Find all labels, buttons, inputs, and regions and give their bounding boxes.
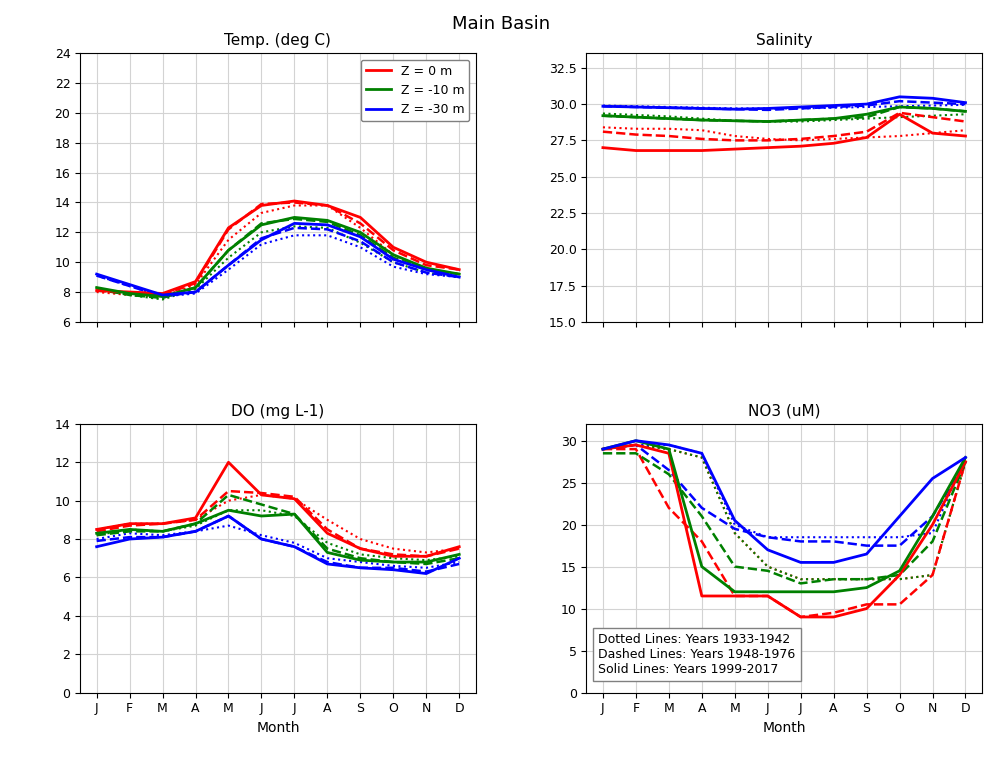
- Legend: Z = 0 m, Z = -10 m, Z = -30 m: Z = 0 m, Z = -10 m, Z = -30 m: [361, 59, 469, 121]
- Title: NO3 (uM): NO3 (uM): [747, 403, 821, 419]
- X-axis label: Month: Month: [763, 721, 806, 735]
- Title: Salinity: Salinity: [756, 33, 813, 48]
- Text: Main Basin: Main Basin: [452, 15, 550, 33]
- Text: Dotted Lines: Years 1933-1942
Dashed Lines: Years 1948-1976
Solid Lines: Years 1: Dotted Lines: Years 1933-1942 Dashed Lin…: [598, 633, 796, 677]
- Title: Temp. (deg C): Temp. (deg C): [224, 33, 332, 48]
- X-axis label: Month: Month: [257, 721, 300, 735]
- Title: DO (mg L-1): DO (mg L-1): [231, 403, 325, 419]
